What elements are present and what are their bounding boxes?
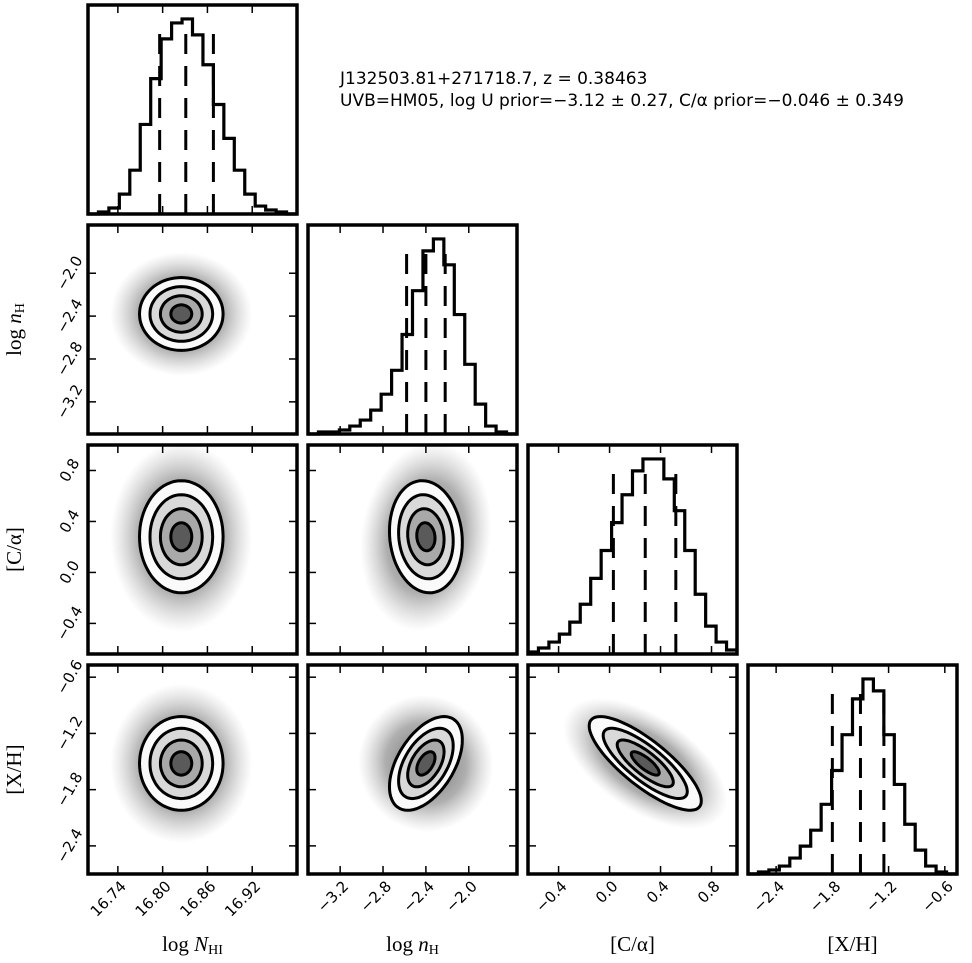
axis-label: log nH [2, 303, 28, 356]
x-tick-label: −2.4 [399, 877, 437, 915]
axis-label: log NHI [162, 932, 223, 958]
y-tick-label: 0.0 [56, 557, 84, 587]
axis-label-prefix: [C/α] [610, 932, 655, 956]
y-tick-label: −0.4 [53, 603, 87, 644]
y-tick-label: −2.4 [53, 296, 87, 337]
contour [629, 750, 661, 777]
panel-frame [306, 223, 519, 436]
title-line: J132503.81+271718.7, z = 0.38463 [339, 69, 647, 89]
axis-label: [X/H] [827, 932, 877, 956]
axis-label-prefix: [X/H] [2, 744, 26, 794]
panel-frame [746, 663, 959, 876]
density [110, 683, 253, 844]
density [360, 445, 492, 632]
axis-label-sub: H [13, 303, 28, 313]
density [110, 252, 253, 376]
panel-frame [86, 443, 299, 656]
density-panel [110, 445, 253, 633]
panel-frame [86, 3, 299, 216]
histogram [308, 237, 517, 436]
axis-label-prefix: log [386, 932, 418, 956]
x-tick-label: −2.0 [442, 877, 480, 915]
x-tick-label: 16.74 [87, 877, 130, 920]
y-tick-label: 0.4 [56, 506, 84, 536]
density [563, 698, 728, 829]
axis-label: [X/H] [2, 744, 26, 794]
density-panel [110, 683, 253, 844]
panel-frame [306, 663, 519, 876]
axis-label-sub: HI [208, 943, 223, 958]
contour [169, 521, 194, 553]
panel-frame [526, 443, 739, 656]
contour [415, 750, 437, 777]
histogram [528, 457, 737, 654]
density [358, 694, 494, 832]
axis-label-prefix: [C/α] [2, 527, 26, 572]
x-tick-label: −0.4 [532, 877, 570, 915]
title-line: UVB=HM05, log U prior=−3.12 ± 0.27, C/α … [340, 91, 904, 111]
x-tick-label: 16.80 [132, 877, 175, 920]
x-tick-label: 16.92 [221, 877, 264, 920]
axis-label-prefix: log [162, 932, 194, 956]
axis-label-symbol: n [2, 313, 26, 324]
x-tick-label: −1.8 [806, 877, 844, 915]
y-tick-label: −2.8 [53, 338, 87, 379]
histogram [88, 17, 297, 216]
axis-label-symbol: N [193, 932, 209, 956]
y-tick-label: −3.2 [53, 381, 87, 422]
axis-label-sub: H [429, 943, 439, 958]
contour [415, 521, 437, 553]
axis-label-prefix: [X/H] [827, 932, 877, 956]
axis-label-symbol: n [418, 932, 429, 956]
panel-frame [86, 223, 299, 436]
panel-frame [86, 663, 299, 876]
x-tick-label: 16.86 [176, 877, 219, 920]
density-panel [358, 694, 494, 832]
x-tick-label: −0.6 [918, 877, 956, 915]
x-tick-label: 0.8 [694, 877, 724, 907]
x-tick-label: 0.0 [592, 877, 622, 907]
y-tick-label: −1.8 [53, 769, 87, 810]
x-tick-label: −3.2 [314, 877, 352, 915]
axis-label: log nH [386, 932, 439, 958]
density [110, 445, 253, 633]
y-tick-label: −0.6 [53, 657, 87, 698]
y-tick-label: 0.8 [56, 455, 84, 485]
y-tick-label: −2.4 [53, 825, 87, 866]
histogram [748, 677, 957, 876]
density-panel [110, 252, 253, 376]
panel-frame [306, 443, 519, 656]
axis-label: [C/α] [610, 932, 655, 956]
axis-label: [C/α] [2, 527, 26, 572]
contour [169, 750, 194, 777]
axis-label-prefix: log [2, 324, 26, 356]
x-tick-label: −1.2 [862, 877, 900, 915]
x-tick-label: −2.4 [750, 877, 788, 915]
density-panel [563, 698, 728, 829]
contour [169, 303, 194, 325]
y-tick-label: −1.2 [53, 713, 87, 754]
x-tick-label: 0.4 [643, 877, 673, 907]
x-tick-label: −2.8 [357, 877, 395, 915]
y-tick-label: −2.0 [53, 253, 87, 294]
panel-frame [526, 663, 739, 876]
density-panel [360, 445, 492, 632]
